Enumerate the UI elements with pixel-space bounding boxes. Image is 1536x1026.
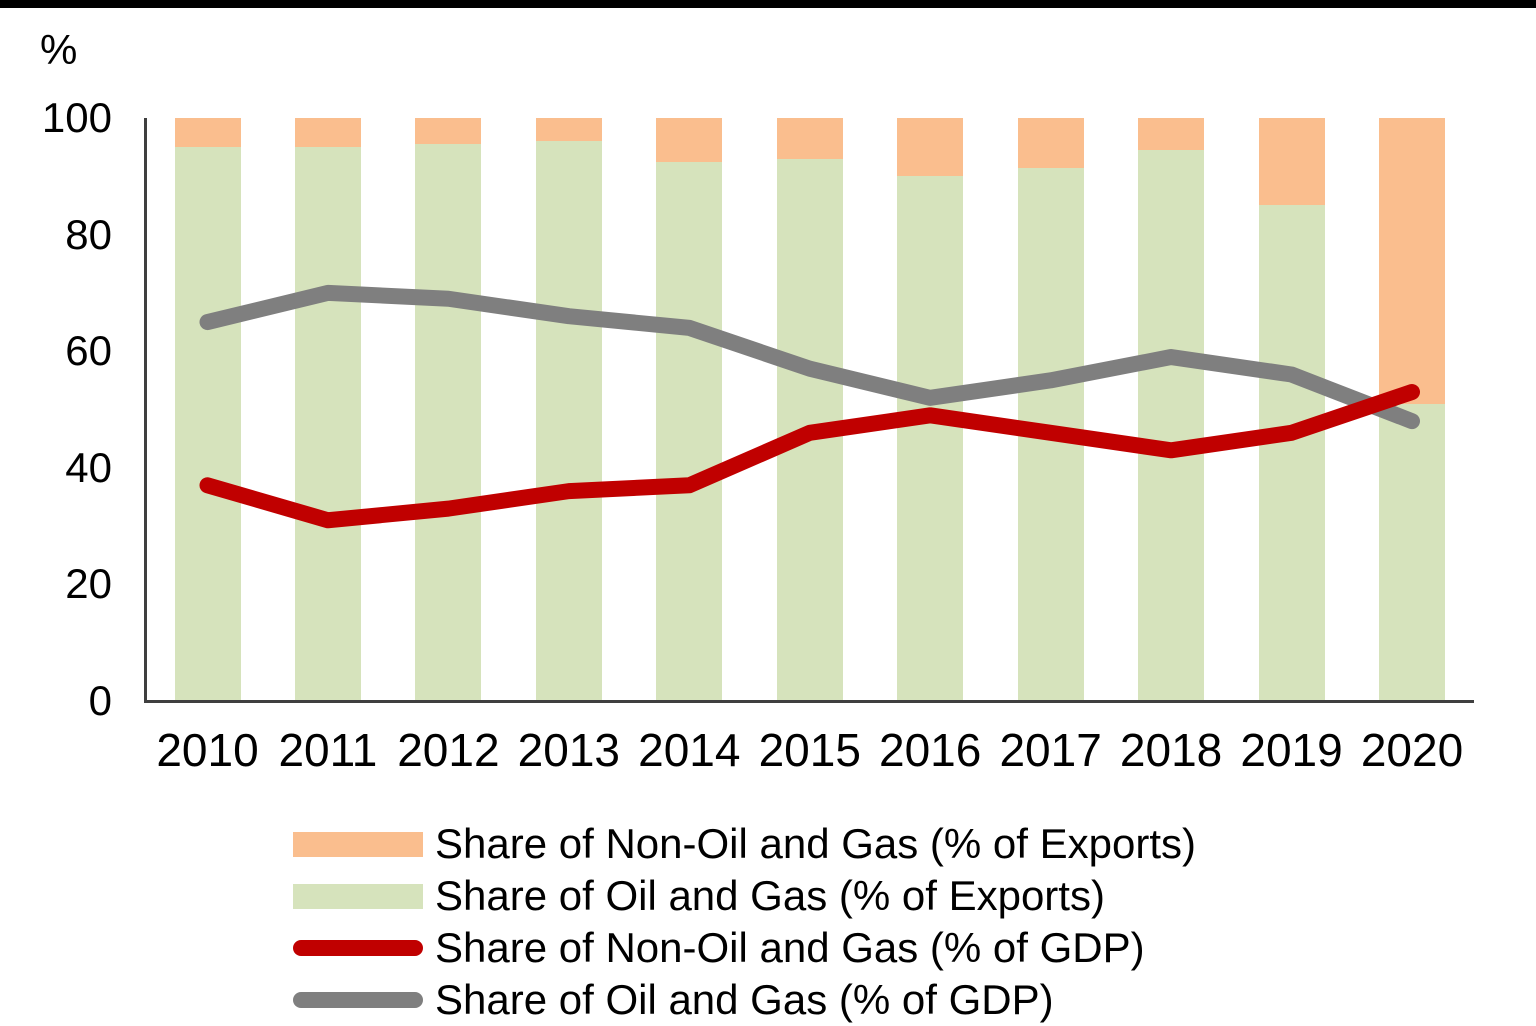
legend-item: Share of Oil and Gas (% of GDP) [293, 974, 1196, 1026]
bar-segment-oil-gas-exports [897, 176, 964, 701]
y-tick-label: 100 [41, 94, 112, 141]
x-tick-label: 2014 [638, 724, 741, 776]
bar-segment-oil-gas-exports [1138, 150, 1205, 701]
legend: Share of Non-Oil and Gas (% of Exports) S… [293, 818, 1196, 1026]
y-tick-label: 60 [65, 327, 112, 375]
y-tick-label: 40 [65, 443, 112, 491]
legend-label: Share of Oil and Gas (% of Exports) [435, 872, 1105, 919]
y-tick-label: 0 [88, 677, 112, 724]
x-tick-label: 2016 [879, 724, 982, 776]
legend-label: Share of Oil and Gas (% of GDP) [435, 976, 1054, 1023]
legend-label: Share of Non-Oil and Gas (% of GDP) [435, 924, 1145, 971]
x-tick-label: 2020 [1360, 724, 1464, 776]
x-tick-label: 2012 [397, 724, 500, 776]
x-tick-label: 2017 [999, 724, 1102, 776]
top-border-bar [0, 0, 1536, 8]
bar-segment-non-oil-gas-exports [1379, 118, 1445, 404]
bar-segment-non-oil-gas-exports [1017, 118, 1084, 168]
x-tick-label: 2018 [1119, 724, 1223, 776]
bar-segment-non-oil-gas-exports [535, 118, 602, 142]
bar-segment-oil-gas-exports [656, 161, 723, 701]
bar-segment-oil-gas-exports [1379, 403, 1445, 701]
legend-item: Share of Non-Oil and Gas (% of GDP) [293, 922, 1196, 974]
y-tick-label: 20 [65, 560, 112, 608]
legend-swatch [293, 992, 423, 1008]
x-axis-line [144, 700, 1474, 703]
bar-segment-non-oil-gas-exports [415, 118, 482, 145]
bar-segment-oil-gas-exports [1258, 205, 1325, 701]
y-axis-title: % [40, 26, 78, 73]
line-non-oil-gas-gdp [199, 384, 1420, 529]
bar-segment-oil-gas-exports [415, 144, 482, 701]
bar-segment-non-oil-gas-exports [1138, 118, 1205, 151]
y-axis-line [144, 118, 147, 703]
x-tick-label: 2010 [156, 724, 259, 776]
bar-segment-non-oil-gas-exports [1258, 118, 1325, 206]
legend-swatch [293, 883, 423, 909]
legend-item: Share of Non-Oil and Gas (% of Exports) [293, 818, 1196, 870]
legend-item: Share of Oil and Gas (% of Exports) [293, 870, 1196, 922]
line-oil-gas-gdp [199, 284, 1420, 430]
bar-segment-non-oil-gas-exports [174, 118, 241, 148]
bar-segment-non-oil-gas-exports [776, 118, 843, 159]
bar-segment-oil-gas-exports [294, 147, 361, 701]
legend-swatch [293, 831, 423, 857]
bar-segment-oil-gas-exports [535, 141, 602, 701]
legend-swatch [293, 940, 423, 956]
x-tick-label: 2015 [758, 724, 861, 776]
x-tick-label: 2013 [517, 724, 621, 776]
bar-segment-oil-gas-exports [174, 147, 241, 701]
x-tick-label: 2019 [1240, 724, 1343, 776]
y-tick-label: 80 [65, 210, 112, 258]
bar-segment-non-oil-gas-exports [897, 118, 964, 177]
bar-segment-non-oil-gas-exports [294, 118, 361, 148]
legend-label: Share of Non-Oil and Gas (% of Exports) [435, 820, 1196, 867]
bar-segment-non-oil-gas-exports [656, 118, 723, 162]
x-tick-label: 2011 [278, 724, 378, 776]
